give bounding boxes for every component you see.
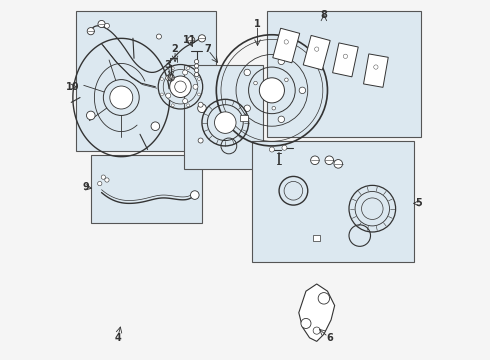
Circle shape [311,156,319,165]
Circle shape [244,105,250,112]
Polygon shape [303,35,330,70]
Circle shape [278,58,285,64]
Bar [252,140,414,262]
Text: 8: 8 [320,10,327,20]
Circle shape [183,99,188,104]
Circle shape [193,84,198,89]
Circle shape [374,65,378,69]
Circle shape [195,68,199,72]
Bar [184,65,263,169]
Circle shape [166,75,171,80]
Circle shape [104,23,109,28]
Circle shape [195,64,199,68]
Circle shape [325,156,334,165]
Circle shape [175,81,186,93]
Circle shape [244,69,250,76]
Text: 2: 2 [172,44,178,54]
Circle shape [259,78,285,103]
Circle shape [105,178,109,182]
Bar [240,116,248,121]
Bar [91,155,202,223]
Circle shape [87,28,95,35]
Circle shape [272,107,275,110]
Polygon shape [333,43,358,77]
Circle shape [187,67,190,69]
Circle shape [197,78,200,81]
Circle shape [160,78,163,81]
Circle shape [282,145,287,150]
Circle shape [334,159,343,168]
Text: 1: 1 [254,19,261,29]
Circle shape [285,78,288,82]
Circle shape [315,47,319,51]
Circle shape [299,87,306,94]
Circle shape [151,122,160,131]
Text: 6: 6 [326,333,333,343]
Circle shape [197,93,200,96]
Circle shape [191,191,199,199]
Polygon shape [364,54,388,87]
Text: 7: 7 [204,44,211,54]
Circle shape [110,86,133,109]
Circle shape [101,175,105,179]
Circle shape [183,70,188,75]
Circle shape [301,319,311,328]
Text: 10: 10 [66,82,79,92]
Circle shape [284,40,289,44]
Text: 4: 4 [114,333,121,343]
Circle shape [195,72,199,77]
Circle shape [318,293,330,304]
Circle shape [188,37,195,44]
Circle shape [270,147,274,152]
Circle shape [172,104,174,107]
Circle shape [198,35,205,42]
Circle shape [187,104,190,107]
Circle shape [254,81,257,85]
Circle shape [87,111,95,120]
Bar [76,12,216,151]
Circle shape [313,327,320,334]
Circle shape [160,93,163,96]
Polygon shape [273,28,300,63]
Circle shape [198,138,203,143]
Circle shape [98,181,102,186]
Circle shape [195,59,199,64]
Circle shape [166,93,171,98]
Circle shape [156,34,161,39]
Text: 5: 5 [416,198,422,208]
Circle shape [198,102,203,107]
Text: 11: 11 [183,35,196,45]
Bar [267,12,421,137]
Circle shape [278,116,285,122]
Circle shape [197,104,206,113]
Circle shape [170,76,191,98]
Circle shape [98,21,105,28]
Circle shape [168,75,174,81]
Bar [313,235,319,241]
Circle shape [343,54,347,58]
Text: 3: 3 [165,60,172,70]
Circle shape [215,112,236,134]
Polygon shape [299,284,335,341]
Circle shape [172,67,174,69]
Text: 9: 9 [82,182,89,192]
